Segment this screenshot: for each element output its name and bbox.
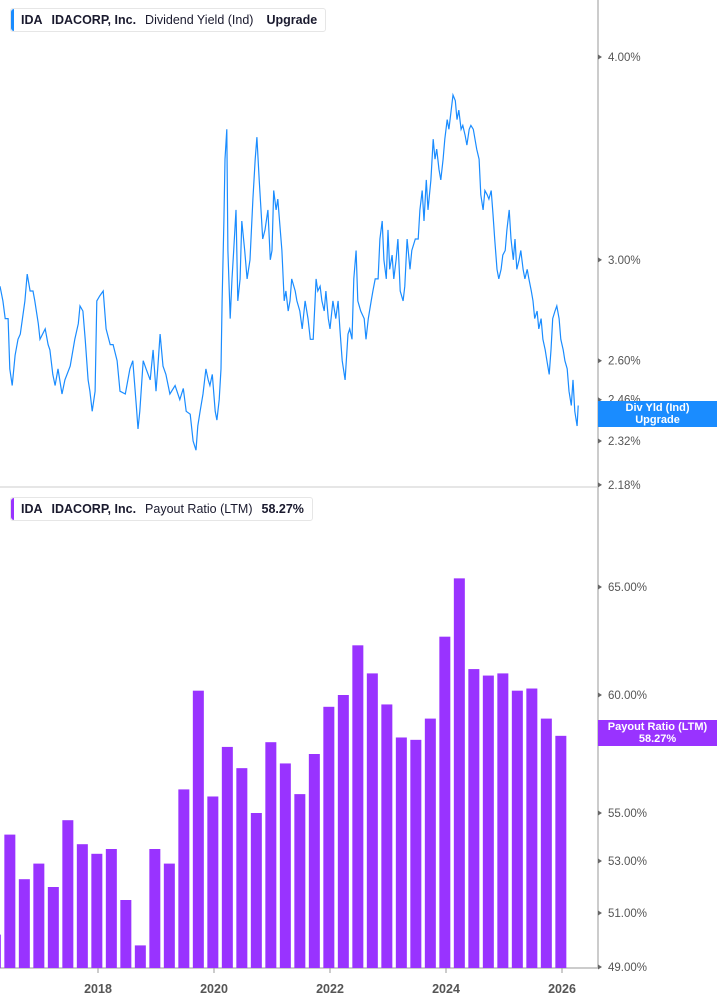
payout-bar: [511, 690, 523, 968]
payout-bar: [120, 900, 132, 968]
x-tick-label: 2018: [84, 982, 112, 996]
payout-bar: [47, 887, 59, 968]
payout-bar: [18, 879, 30, 968]
y-tick-mark: [598, 858, 602, 864]
y-tick-label: 65.00%: [608, 582, 647, 594]
payout-bar: [337, 695, 349, 968]
tag-value: 58.27%: [638, 733, 677, 745]
y-tick-label: 53.00%: [608, 856, 647, 868]
y-tick-label: 2.60%: [608, 356, 641, 368]
payout-bar: [207, 796, 219, 968]
y-tick-mark: [598, 257, 602, 263]
y-tick-mark: [598, 397, 602, 403]
y-tick-mark: [598, 54, 602, 60]
payout-bar: [497, 673, 509, 968]
payout-bar: [33, 863, 45, 968]
y-tick-label: 55.00%: [608, 808, 647, 820]
payout-bar: [62, 820, 74, 968]
yield-current-tag: Div Yld (Ind) Upgrade: [598, 401, 717, 427]
dividend-yield-line: [0, 92, 579, 451]
legend-company: IDACORP, Inc.: [51, 502, 137, 516]
payout-bar: [4, 834, 16, 968]
y-tick-mark: [598, 692, 602, 698]
top-legend[interactable]: IDA IDACORP, Inc. Dividend Yield (Ind) U…: [10, 8, 327, 32]
payout-bar: [105, 849, 117, 968]
series-color-marker: [11, 9, 14, 31]
payout-bar: [149, 849, 161, 968]
payout-bar: [323, 706, 335, 968]
payout-bar: [395, 737, 407, 968]
y-tick-label: 3.00%: [608, 255, 641, 267]
payout-bar: [352, 645, 364, 968]
payout-bar: [424, 718, 436, 968]
legend-metric: Dividend Yield (Ind): [145, 13, 254, 27]
payout-bar: [192, 690, 204, 968]
legend-value: 58.27%: [261, 502, 304, 516]
payout-bar: [236, 768, 248, 968]
legend-upgrade-link[interactable]: Upgrade: [266, 13, 318, 27]
payout-bar: [265, 742, 277, 968]
y-tick-label: 60.00%: [608, 690, 647, 702]
y-tick-mark: [598, 482, 602, 488]
payout-bar: [91, 853, 103, 968]
x-tick-label: 2020: [200, 982, 228, 996]
payout-bar: [308, 754, 320, 968]
payout-current-tag: Payout Ratio (LTM) 58.27%: [598, 720, 717, 746]
tag-value: Upgrade: [635, 414, 680, 426]
payout-bar: [178, 789, 190, 968]
payout-bar: [279, 763, 291, 968]
payout-bar: [76, 844, 88, 968]
payout-bar: [482, 675, 494, 968]
y-tick-mark: [598, 358, 602, 364]
legend-metric: Payout Ratio (LTM): [145, 502, 253, 516]
payout-bar: [555, 735, 567, 968]
payout-bar: [410, 739, 422, 968]
y-tick-label: 2.18%: [608, 480, 641, 492]
x-tick-label: 2022: [316, 982, 344, 996]
payout-bar: [540, 718, 552, 968]
y-tick-mark: [598, 584, 602, 590]
bottom-legend[interactable]: IDA IDACORP, Inc. Payout Ratio (LTM) 58.…: [10, 497, 313, 521]
legend-company: IDACORP, Inc.: [51, 13, 137, 27]
legend-ticker: IDA: [21, 502, 43, 516]
y-tick-label: 51.00%: [608, 908, 647, 920]
payout-bar: [163, 863, 175, 968]
payout-bar: [294, 794, 306, 968]
x-tick-label: 2026: [548, 982, 576, 996]
payout-bar: [366, 673, 378, 968]
payout-bar: [250, 813, 262, 968]
tag-label: Div Yld (Ind): [625, 402, 690, 414]
payout-bar: [453, 578, 465, 968]
y-tick-mark: [598, 438, 602, 444]
payout-bar: [134, 945, 146, 968]
y-tick-label: 49.00%: [608, 962, 647, 974]
payout-bar: [221, 746, 233, 968]
tag-label: Payout Ratio (LTM): [607, 721, 708, 733]
payout-bar: [381, 704, 393, 968]
payout-bar: [526, 688, 538, 968]
y-tick-mark: [598, 810, 602, 816]
payout-bar: [0, 934, 1, 968]
y-tick-mark: [598, 910, 602, 916]
y-tick-label: 4.00%: [608, 52, 641, 64]
y-tick-mark: [598, 964, 602, 970]
series-color-marker: [11, 498, 14, 520]
payout-bar: [468, 669, 480, 968]
y-tick-label: 2.32%: [608, 436, 641, 448]
payout-bar: [439, 636, 451, 968]
legend-ticker: IDA: [21, 13, 43, 27]
x-tick-label: 2024: [432, 982, 460, 996]
